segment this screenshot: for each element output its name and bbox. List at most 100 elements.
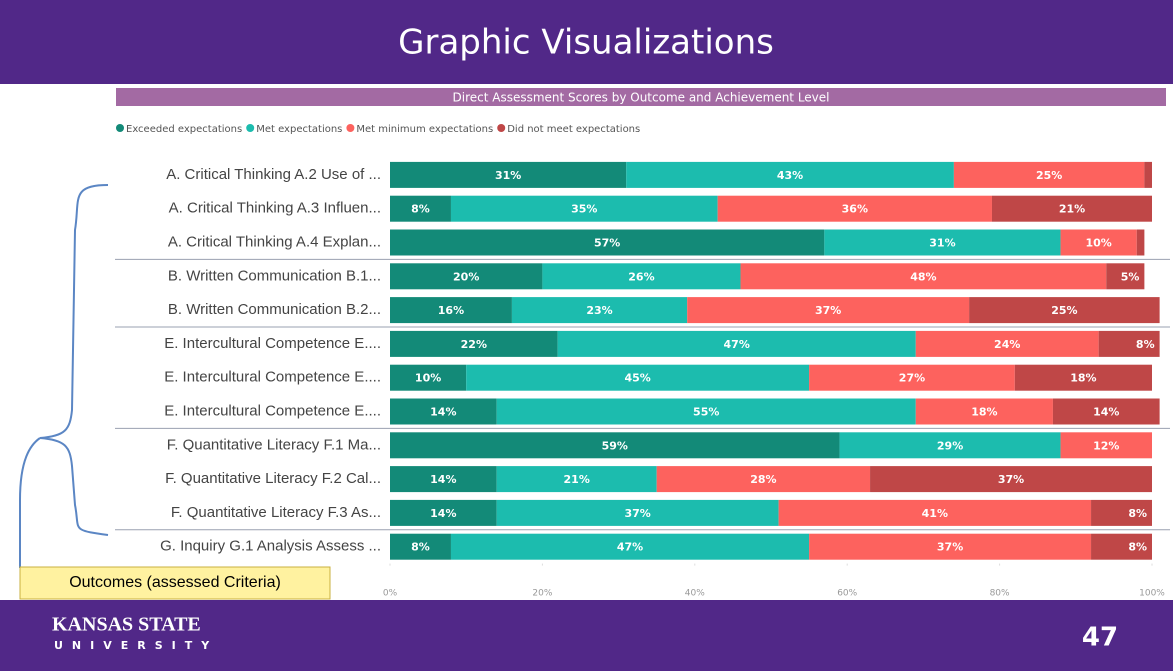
header-bar xyxy=(0,0,1173,84)
bar-segment xyxy=(496,398,916,425)
value-label: 45% xyxy=(624,372,650,385)
bar-segment xyxy=(1144,161,1152,188)
bar-segment xyxy=(809,364,1015,391)
value-label: 16% xyxy=(438,304,464,317)
legend-label: Did not meet expectations xyxy=(507,124,640,135)
bar-segment xyxy=(969,297,1160,324)
callout-line xyxy=(19,437,41,568)
bar-segment xyxy=(390,533,451,560)
value-label: 47% xyxy=(724,338,750,351)
bar-segment xyxy=(466,364,810,391)
bar-segment xyxy=(740,263,1107,290)
value-label: 35% xyxy=(571,203,597,216)
value-label: 18% xyxy=(1070,372,1096,385)
bar-segment xyxy=(1014,364,1152,391)
bar-segment xyxy=(542,263,741,290)
value-label: 37% xyxy=(815,304,841,317)
value-label: 37% xyxy=(998,473,1024,486)
value-label: 8% xyxy=(411,541,430,554)
legend-marker xyxy=(497,124,506,132)
bar-segment xyxy=(390,229,825,256)
category-label: G. Inquiry G.1 Analysis Assess ... xyxy=(160,538,381,555)
bar-segment xyxy=(1052,398,1160,425)
callout-text: Outcomes (assessed Criteria) xyxy=(69,574,281,591)
bar-segment xyxy=(1060,432,1152,459)
bar-segment xyxy=(991,195,1152,222)
value-label: 21% xyxy=(1059,203,1085,216)
logo-line2: UNIVERSITY xyxy=(54,639,218,652)
bar-segment xyxy=(656,466,871,493)
category-label: E. Intercultural Competence E.... xyxy=(164,335,381,352)
brace xyxy=(39,184,109,536)
bar-segment xyxy=(809,533,1092,560)
bar-segment xyxy=(390,195,451,222)
slide-title: Graphic Visualizations xyxy=(398,23,774,63)
bar-segment xyxy=(778,499,1092,526)
value-label: 27% xyxy=(899,372,925,385)
bar-segment xyxy=(1091,499,1152,526)
value-label: 22% xyxy=(461,338,487,351)
value-label: 21% xyxy=(564,473,590,486)
x-tick-label: 40% xyxy=(685,589,705,599)
bar-segment xyxy=(390,330,558,357)
legend-label: Met minimum expectations xyxy=(356,124,493,135)
category-label: F. Quantitative Literacy F.1 Ma... xyxy=(167,436,381,453)
page-number: 47 xyxy=(1082,623,1118,653)
category-label: B. Written Communication B.1... xyxy=(168,267,381,284)
x-tick-label: 20% xyxy=(532,589,552,599)
value-label: 47% xyxy=(617,541,643,554)
value-label: 25% xyxy=(1036,169,1062,182)
value-label: 8% xyxy=(1128,541,1147,554)
category-label: F. Quantitative Literacy F.2 Cal... xyxy=(165,470,381,487)
value-label: 59% xyxy=(602,439,628,452)
bar-segment xyxy=(953,161,1145,188)
x-tick-label: 60% xyxy=(837,589,857,599)
bar-segment xyxy=(1091,533,1152,560)
value-label: 31% xyxy=(495,169,521,182)
bar-segment xyxy=(839,432,1061,459)
value-label: 8% xyxy=(1128,507,1147,520)
legend-marker xyxy=(246,124,255,132)
value-label: 29% xyxy=(937,439,963,452)
bar-segment xyxy=(511,297,688,324)
bar-segment xyxy=(824,229,1061,256)
value-label: 8% xyxy=(1136,338,1155,351)
value-label: 20% xyxy=(453,270,479,283)
value-label: 14% xyxy=(430,473,456,486)
bar-segment xyxy=(915,330,1099,357)
value-label: 28% xyxy=(750,473,776,486)
value-label: 57% xyxy=(594,237,620,250)
category-label: E. Intercultural Competence E.... xyxy=(164,369,381,386)
bar-segment xyxy=(717,195,992,222)
legend-label: Exceeded expectations xyxy=(126,124,242,135)
bar-segment xyxy=(450,533,810,560)
footer-bar xyxy=(0,600,1173,671)
logo-line1: KANSAS STATE xyxy=(52,614,201,636)
bar-segment xyxy=(915,398,1053,425)
bar-segment xyxy=(557,330,916,357)
category-label: F. Quantitative Literacy F.3 As... xyxy=(171,504,381,521)
value-label: 48% xyxy=(910,270,936,283)
bar-segment xyxy=(390,499,497,526)
bar-segment xyxy=(390,297,512,324)
bar-segment xyxy=(496,499,779,526)
value-label: 10% xyxy=(1085,237,1111,250)
value-label: 41% xyxy=(922,507,948,520)
value-label: 43% xyxy=(777,169,803,182)
value-label: 18% xyxy=(971,406,997,419)
value-label: 25% xyxy=(1051,304,1077,317)
category-label: B. Written Communication B.2... xyxy=(168,301,381,318)
bar-segment xyxy=(1136,229,1145,256)
value-label: 55% xyxy=(693,406,719,419)
bar-segment xyxy=(390,466,497,493)
category-label: A. Critical Thinking A.3 Influen... xyxy=(169,200,381,217)
bar-segment xyxy=(870,466,1152,493)
category-label: A. Critical Thinking A.4 Explan... xyxy=(168,233,381,250)
value-label: 23% xyxy=(586,304,612,317)
bar-segment xyxy=(390,432,840,459)
value-label: 37% xyxy=(624,507,650,520)
legend-label: Met expectations xyxy=(256,124,342,135)
chart-title-bar xyxy=(116,88,1166,106)
value-label: 12% xyxy=(1093,439,1119,452)
